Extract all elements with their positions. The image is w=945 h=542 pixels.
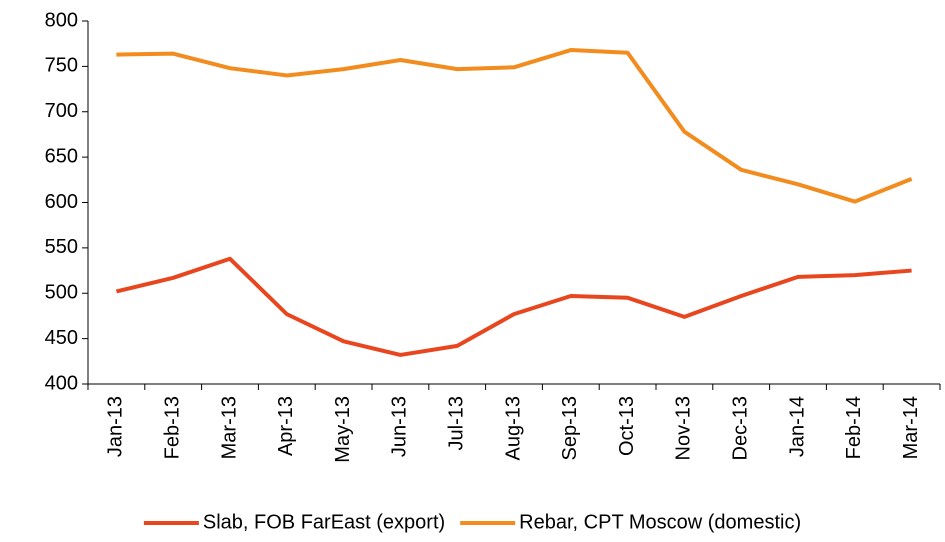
x-tick-label: Jul-13 xyxy=(445,396,467,450)
legend-label: Rebar, CPT Moscow (domestic) xyxy=(519,511,801,533)
x-tick-label: Apr-13 xyxy=(275,396,297,456)
y-tick-label: 750 xyxy=(45,55,78,77)
series-line xyxy=(115,256,912,357)
y-tick-label: 450 xyxy=(45,327,78,349)
x-tick-label: Feb-14 xyxy=(843,396,865,459)
legend-label: Slab, FOB FarEast (export) xyxy=(203,511,445,533)
y-tick-label: 650 xyxy=(45,145,78,167)
x-tick-label: May-13 xyxy=(332,396,354,463)
x-tick-label: Oct-13 xyxy=(616,396,638,456)
y-tick-label: 500 xyxy=(45,282,78,304)
y-tick-label: 400 xyxy=(45,372,78,394)
x-tick-label: Sep-13 xyxy=(559,396,581,461)
x-tick-label: Mar-14 xyxy=(900,396,922,459)
x-tick-label: Aug-13 xyxy=(502,396,524,461)
y-tick-label: 700 xyxy=(45,100,78,122)
x-tick-label: Feb-13 xyxy=(161,396,183,459)
x-tick-label: Jun-13 xyxy=(389,396,411,457)
series-line xyxy=(116,48,913,204)
x-tick-label: Dec-13 xyxy=(729,396,751,460)
x-tick-label: Jan-14 xyxy=(786,396,808,457)
y-tick-label: 600 xyxy=(45,191,78,213)
x-tick-label: Mar-13 xyxy=(218,396,240,459)
y-tick-label: 800 xyxy=(45,9,78,31)
y-tick-label: 550 xyxy=(45,236,78,258)
x-tick-label: Jan-13 xyxy=(105,396,127,457)
x-tick-label: Nov-13 xyxy=(673,396,695,460)
